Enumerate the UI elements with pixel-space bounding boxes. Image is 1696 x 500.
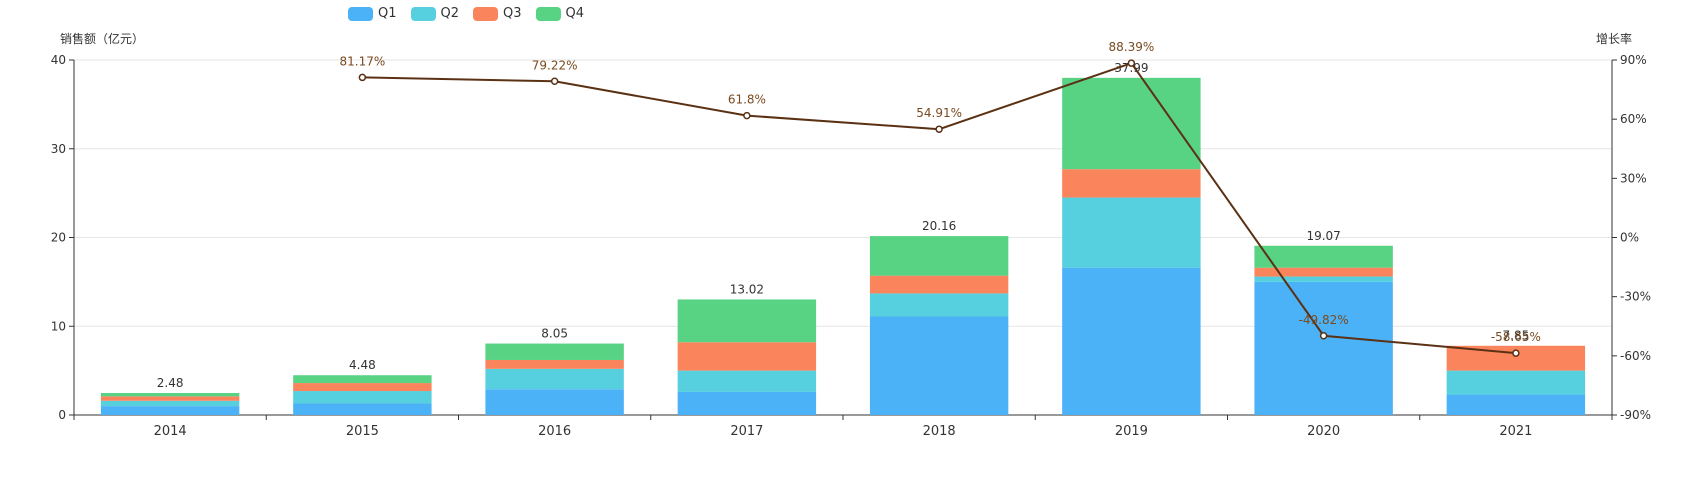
growth-label: -49.82% bbox=[1299, 313, 1349, 327]
bar-segment-q4 bbox=[869, 236, 1009, 276]
bar-segment-q3 bbox=[293, 383, 432, 392]
bar-segment-q2 bbox=[485, 368, 624, 390]
right-axis-tick-label: 30% bbox=[1620, 171, 1647, 185]
bar-segment-q1 bbox=[1446, 394, 1586, 415]
legend-label-q2: Q2 bbox=[440, 6, 460, 21]
legend-swatch-q3 bbox=[473, 6, 499, 21]
bar-total-label: 19.07 bbox=[1306, 229, 1340, 243]
growth-point bbox=[550, 77, 559, 86]
bar-segment-q3 bbox=[869, 275, 1009, 294]
bar-segment-q1 bbox=[869, 316, 1009, 415]
growth-label: 81.17% bbox=[339, 54, 385, 68]
x-axis-tick-label: 2016 bbox=[538, 424, 571, 439]
legend-label-q1: Q1 bbox=[378, 6, 397, 21]
left-axis-tick-label: 30 bbox=[51, 142, 66, 156]
left-axis-name: 销售额（亿元） bbox=[60, 32, 145, 46]
legend-item-q1[interactable]: Q1 bbox=[348, 6, 397, 21]
bar-segment-q1 bbox=[677, 391, 817, 415]
bar-segment-q1 bbox=[1062, 267, 1201, 415]
bar-segment-q2 bbox=[1254, 276, 1393, 282]
x-axis-tick-label: 2014 bbox=[154, 424, 187, 439]
bar-segment-q1 bbox=[100, 406, 240, 415]
legend-label-q4: Q4 bbox=[565, 6, 585, 21]
bar-segment-q3 bbox=[1254, 267, 1393, 277]
x-axis-tick-label: 2018 bbox=[923, 424, 956, 439]
growth-point bbox=[358, 73, 367, 82]
growth-label: 54.91% bbox=[916, 106, 962, 120]
growth-point bbox=[935, 125, 943, 133]
bar-total-label: 37.99 bbox=[1114, 61, 1148, 75]
left-axis-tick-label: 0 bbox=[58, 408, 66, 422]
right-axis-tick-label: 0% bbox=[1620, 231, 1639, 245]
bar-segment-q2 bbox=[293, 391, 432, 404]
x-axis-tick-label: 2017 bbox=[730, 424, 763, 439]
left-axis-tick-label: 40 bbox=[51, 53, 66, 67]
bar-segment-q3 bbox=[1062, 169, 1201, 198]
bar-total-label: 4.48 bbox=[349, 358, 376, 372]
growth-point bbox=[1127, 59, 1136, 67]
x-axis-tick-label: 2019 bbox=[1115, 424, 1148, 439]
growth-label: 79.22% bbox=[532, 58, 578, 72]
chart-legend: Q1 Q2 Q3 Q4 bbox=[348, 6, 598, 21]
right-axis-tick-label: -60% bbox=[1620, 349, 1651, 363]
legend-swatch-q2 bbox=[410, 6, 436, 21]
bar-segment-q2 bbox=[677, 370, 817, 392]
left-axis-tick-label: 20 bbox=[51, 231, 66, 245]
bar-segment-q1 bbox=[1254, 281, 1393, 415]
bar-total-label: 13.02 bbox=[730, 282, 764, 296]
bar-total-label: 8.05 bbox=[541, 327, 568, 341]
bar-segment-q2 bbox=[1062, 197, 1201, 268]
bar-segment-q3 bbox=[100, 396, 240, 401]
bar-segment-q1 bbox=[485, 389, 624, 415]
legend-swatch-q1 bbox=[348, 6, 373, 21]
right-axis-tick-label: 60% bbox=[1620, 112, 1647, 126]
legend-swatch-q4 bbox=[535, 6, 561, 21]
growth-point bbox=[743, 111, 751, 120]
growth-label: 88.39% bbox=[1108, 40, 1154, 54]
growth-point bbox=[1512, 349, 1520, 357]
bar-total-label: 2.48 bbox=[157, 376, 184, 390]
bar-segment-q4 bbox=[1254, 245, 1393, 268]
bar-segment-q4 bbox=[100, 392, 240, 397]
bar-segment-q2 bbox=[1446, 370, 1586, 395]
bar-segment-q3 bbox=[485, 359, 624, 369]
growth-label: -58.65% bbox=[1491, 330, 1541, 344]
bar-total-label: 20.16 bbox=[922, 219, 956, 233]
bar-segment-q2 bbox=[100, 400, 240, 407]
bar-segment-q4 bbox=[293, 375, 432, 384]
legend-item-q2[interactable]: Q2 bbox=[410, 6, 460, 21]
bar-segment-q2 bbox=[869, 293, 1009, 317]
legend-item-q3[interactable]: Q3 bbox=[473, 6, 522, 21]
x-axis-tick-label: 2020 bbox=[1307, 424, 1340, 439]
right-axis-tick-label: -30% bbox=[1620, 290, 1651, 304]
bar-segment-q1 bbox=[293, 403, 432, 415]
growth-point bbox=[1319, 332, 1328, 340]
x-axis-tick-label: 2015 bbox=[346, 424, 379, 439]
right-axis-tick-label: -90% bbox=[1620, 408, 1651, 422]
legend-label-q3: Q3 bbox=[503, 6, 522, 21]
bar-segment-q4 bbox=[677, 299, 817, 343]
bar-segment-q3 bbox=[677, 342, 817, 371]
left-axis-tick-label: 10 bbox=[51, 319, 66, 333]
x-axis-tick-label: 2021 bbox=[1499, 424, 1532, 439]
right-axis-tick-label: 90% bbox=[1620, 53, 1647, 67]
legend-item-q4[interactable]: Q4 bbox=[535, 6, 585, 21]
bar-total-label: 7.85 bbox=[1503, 328, 1530, 342]
bar-segment-q4 bbox=[1062, 77, 1201, 170]
right-axis-name: 增长率 bbox=[1596, 32, 1633, 46]
bar-segment-q4 bbox=[485, 343, 624, 360]
growth-label: 61.8% bbox=[728, 93, 766, 107]
